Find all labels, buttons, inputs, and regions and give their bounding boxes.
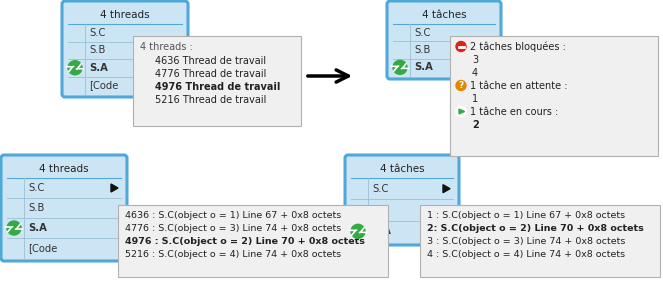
FancyBboxPatch shape	[118, 205, 388, 277]
Polygon shape	[443, 185, 450, 193]
Circle shape	[456, 42, 466, 51]
Text: 4 : S.C(object o = 4) Line 74 + 0x8 octets: 4 : S.C(object o = 4) Line 74 + 0x8 octe…	[427, 250, 625, 259]
Circle shape	[351, 224, 365, 238]
Text: ?: ?	[458, 81, 463, 90]
Text: 4 tâches: 4 tâches	[380, 164, 424, 174]
Circle shape	[456, 106, 466, 116]
Text: 4: 4	[472, 68, 478, 78]
Circle shape	[68, 61, 82, 75]
Text: S.A: S.A	[89, 63, 108, 73]
Text: 4776 Thread de travail: 4776 Thread de travail	[155, 69, 267, 79]
Text: 1 : S.C(object o = 1) Line 67 + 0x8 octets: 1 : S.C(object o = 1) Line 67 + 0x8 octe…	[427, 211, 625, 220]
FancyBboxPatch shape	[133, 36, 301, 126]
Text: 2: S.C(object o = 2) Line 70 + 0x8 octets: 2: S.C(object o = 2) Line 70 + 0x8 octet…	[427, 224, 644, 233]
Text: 5216 : S.C(object o = 4) Line 74 + 0x8 octets: 5216 : S.C(object o = 4) Line 74 + 0x8 o…	[125, 250, 341, 259]
FancyBboxPatch shape	[62, 1, 188, 97]
Text: S.A: S.A	[372, 226, 391, 236]
Text: 4976 : S.C(object o = 2) Line 70 + 0x8 octets: 4976 : S.C(object o = 2) Line 70 + 0x8 o…	[125, 237, 365, 246]
Text: S.B: S.B	[372, 205, 389, 215]
Circle shape	[7, 221, 21, 235]
Text: S.B: S.B	[414, 45, 430, 55]
Polygon shape	[111, 184, 118, 192]
FancyBboxPatch shape	[420, 205, 660, 277]
Text: S.C: S.C	[372, 184, 389, 194]
FancyBboxPatch shape	[450, 36, 658, 156]
Text: S.C: S.C	[89, 28, 105, 38]
FancyBboxPatch shape	[1, 155, 127, 261]
Text: 1: 1	[472, 94, 478, 104]
Text: 4 tâches: 4 tâches	[422, 10, 466, 20]
Text: 2: 2	[472, 120, 479, 130]
Text: S.A: S.A	[28, 223, 47, 233]
Text: 3: 3	[472, 55, 478, 65]
FancyBboxPatch shape	[387, 1, 501, 79]
Text: 4636 : S.C(object o = 1) Line 67 + 0x8 octets: 4636 : S.C(object o = 1) Line 67 + 0x8 o…	[125, 211, 341, 220]
Text: S.A: S.A	[414, 62, 433, 72]
Circle shape	[393, 60, 407, 74]
Circle shape	[456, 81, 466, 91]
Text: 4636 Thread de travail: 4636 Thread de travail	[155, 56, 266, 66]
Text: S.C: S.C	[28, 183, 44, 193]
Text: 4976 Thread de travail: 4976 Thread de travail	[155, 82, 280, 92]
Text: 4 threads: 4 threads	[100, 10, 150, 20]
Text: 1 tâche en attente :: 1 tâche en attente :	[470, 81, 568, 91]
Text: [Code: [Code	[28, 243, 58, 253]
Text: 5216 Thread de travail: 5216 Thread de travail	[155, 95, 267, 105]
Text: 4 threads: 4 threads	[39, 164, 89, 174]
Text: 2 tâches bloquées :: 2 tâches bloquées :	[470, 42, 566, 53]
Text: 4776 : S.C(object o = 3) Line 74 + 0x8 octets: 4776 : S.C(object o = 3) Line 74 + 0x8 o…	[125, 224, 341, 233]
Polygon shape	[459, 109, 465, 114]
Text: 3 : S.C(object o = 3) Line 74 + 0x8 octets: 3 : S.C(object o = 3) Line 74 + 0x8 octe…	[427, 237, 625, 246]
Text: [Code: [Code	[89, 80, 119, 90]
Text: S.C: S.C	[414, 28, 430, 38]
Text: 4 threads :: 4 threads :	[140, 42, 193, 52]
Text: 1 tâche en cours :: 1 tâche en cours :	[470, 107, 558, 117]
FancyBboxPatch shape	[345, 155, 459, 245]
Text: S.B: S.B	[89, 45, 105, 55]
Text: S.B: S.B	[28, 203, 44, 213]
